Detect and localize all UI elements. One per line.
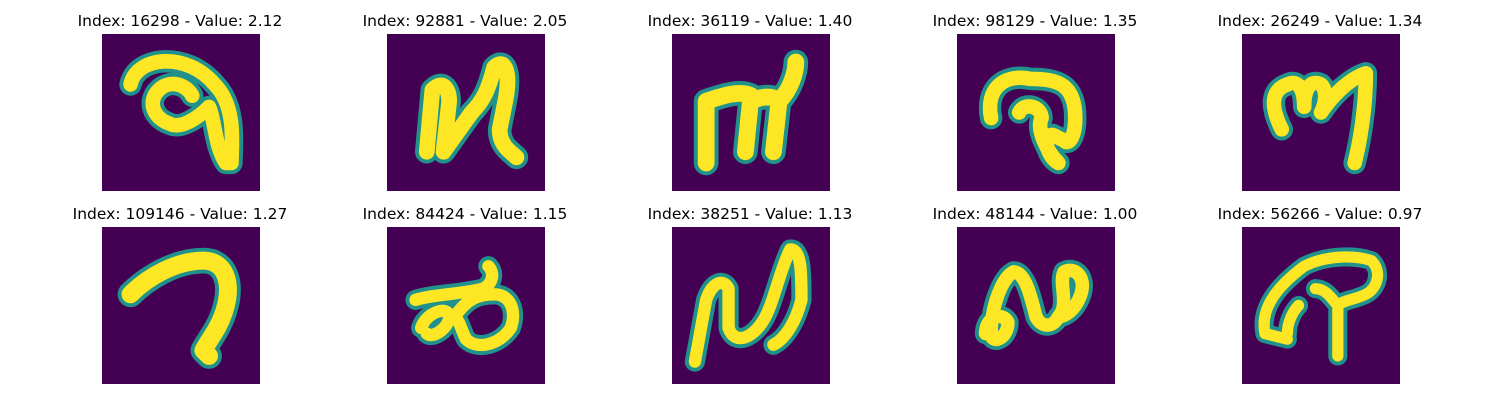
glyph-image	[102, 227, 260, 384]
panel-title: Index: 98129 - Value: 1.35	[932, 12, 1138, 30]
handwritten-glyph	[974, 259, 1093, 350]
glyph-image	[672, 34, 830, 191]
panel-5: Index: 26249 - Value: 1.34	[1175, 11, 1465, 193]
handwritten-glyph	[119, 50, 244, 175]
panel-2: Index: 92881 - Value: 2.05	[320, 11, 610, 193]
panel-title: Index: 109146 - Value: 1.27	[72, 205, 288, 223]
handwritten-glyph	[405, 256, 524, 356]
glyph-image	[387, 227, 545, 384]
panel-1: Index: 16298 - Value: 2.12	[35, 11, 325, 193]
glyph-image	[102, 34, 260, 191]
panel-title: Index: 36119 - Value: 1.40	[647, 12, 853, 30]
panel-title: Index: 48144 - Value: 1.00	[932, 205, 1138, 223]
panel-title: Index: 84424 - Value: 1.15	[362, 205, 568, 223]
handwritten-glyph	[1262, 62, 1378, 175]
handwritten-glyph	[117, 247, 241, 369]
panel-title: Index: 56266 - Value: 0.97	[1217, 205, 1423, 223]
glyph-image	[1242, 34, 1400, 191]
glyph-image	[672, 227, 830, 384]
panel-10: Index: 56266 - Value: 0.97	[1175, 204, 1465, 386]
handwritten-glyph	[684, 239, 812, 372]
panel-title: Index: 38251 - Value: 1.13	[647, 205, 853, 223]
handwritten-glyph	[1254, 247, 1388, 366]
glyph-image	[957, 227, 1115, 384]
panel-8: Index: 38251 - Value: 1.13	[605, 204, 895, 386]
panel-3: Index: 36119 - Value: 1.40	[605, 11, 895, 193]
panel-title: Index: 16298 - Value: 2.12	[77, 12, 283, 30]
glyph-image	[1242, 227, 1400, 384]
glyph-image	[387, 34, 545, 191]
panel-4: Index: 98129 - Value: 1.35	[890, 11, 1180, 193]
panel-6: Index: 109146 - Value: 1.27	[35, 204, 325, 386]
handwritten-glyph	[978, 66, 1087, 175]
panel-7: Index: 84424 - Value: 1.15	[320, 204, 610, 386]
panel-title: Index: 26249 - Value: 1.34	[1217, 12, 1423, 30]
glyph-image	[957, 34, 1115, 191]
panel-9: Index: 48144 - Value: 1.00	[890, 204, 1180, 386]
handwritten-glyph	[693, 49, 809, 176]
handwritten-glyph	[414, 52, 529, 170]
panel-title: Index: 92881 - Value: 2.05	[362, 12, 568, 30]
